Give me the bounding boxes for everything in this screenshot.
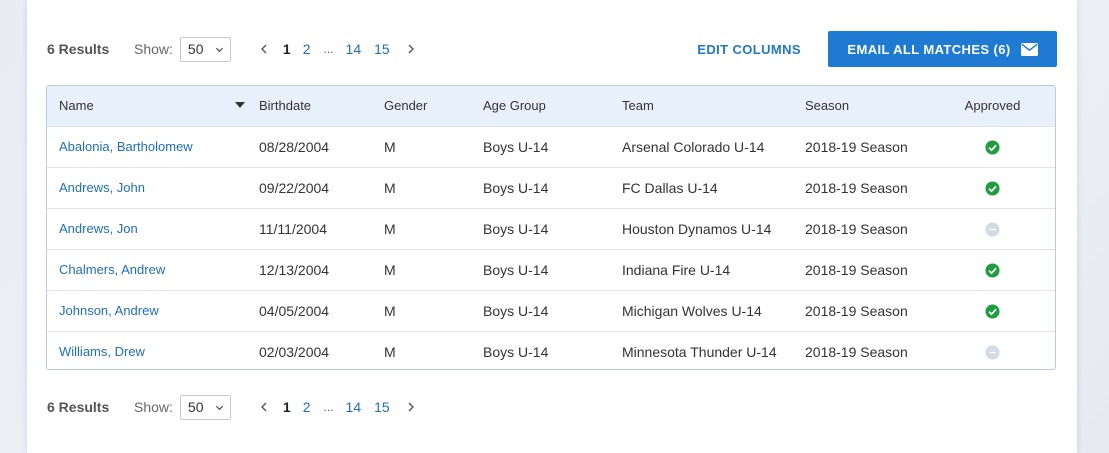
column-header-season[interactable]: Season xyxy=(805,86,930,127)
page-ellipsis: ... xyxy=(323,400,334,414)
season-cell: 2018-19 Season xyxy=(805,126,930,168)
gender-cell: M xyxy=(384,249,483,291)
check-circle-icon xyxy=(985,304,1000,319)
season-cell: 2018-19 Season xyxy=(805,208,930,250)
column-header-birthdate[interactable]: Birthdate xyxy=(259,86,384,127)
show-label: Show: xyxy=(134,41,173,57)
age-group-cell: Boys U-14 xyxy=(483,343,549,360)
team-cell: Houston Dynamos U-14 xyxy=(622,208,805,250)
page-size-value: 50 xyxy=(187,399,204,415)
approved-cell xyxy=(930,249,1055,291)
table-row[interactable]: Johnson, Andrew 04/05/2004 M Boys U-14 Michi… xyxy=(47,290,1055,332)
page-current[interactable]: 1 xyxy=(282,41,291,57)
page-link[interactable]: 14 xyxy=(345,41,362,57)
birthdate-cell: 02/03/2004 xyxy=(259,343,330,360)
top-toolbar: 6 Results Show: 50 1 2 ... 14 15 EDIT CO… xyxy=(47,31,1057,67)
results-card: 6 Results Show: 50 1 2 ... 14 15 EDIT CO… xyxy=(27,0,1077,453)
table-row[interactable]: Chalmers, Andrew 12/13/2004 M Boys U-14 Indi… xyxy=(47,249,1055,291)
next-page-chevron-right-icon[interactable] xyxy=(406,44,416,54)
team-cell: Minnesota Thunder U-14 xyxy=(622,343,777,360)
check-circle-icon xyxy=(985,181,1000,196)
season-cell: 2018-19 Season xyxy=(805,343,908,360)
season-cell: 2018-19 Season xyxy=(805,249,930,291)
envelope-icon xyxy=(1020,42,1038,56)
season-cell: 2018-19 Season xyxy=(805,290,930,332)
team-cell: Arsenal Colorado U-14 xyxy=(622,126,805,168)
age-group-cell: Boys U-14 xyxy=(483,249,622,291)
approved-cell xyxy=(930,290,1055,332)
page-size-select[interactable]: 50 xyxy=(179,394,231,420)
player-name-link[interactable]: Andrews, John xyxy=(47,167,259,209)
prev-page-chevron-left-icon[interactable] xyxy=(259,402,269,412)
check-circle-icon xyxy=(985,263,1000,278)
team-cell: FC Dallas U-14 xyxy=(622,167,805,209)
birthdate-cell: 04/05/2004 xyxy=(259,290,384,332)
results-count: 6 Results xyxy=(47,399,110,415)
birthdate-cell: 11/11/2004 xyxy=(259,208,384,250)
pending-circle-icon xyxy=(985,222,1000,237)
table-row[interactable]: Andrews, John 09/22/2004 M Boys U-14 FC Dall… xyxy=(47,167,1055,209)
pending-circle-icon xyxy=(985,345,1000,360)
pagination: 1 2 ... 14 15 xyxy=(259,399,416,415)
birthdate-cell: 12/13/2004 xyxy=(259,249,384,291)
page-link[interactable]: 2 xyxy=(302,41,311,57)
page-link[interactable]: 15 xyxy=(374,399,390,415)
player-name-link[interactable]: Chalmers, Andrew xyxy=(47,249,259,291)
table-body: Abalonia, Bartholomew 08/28/2004 M Boys U-1… xyxy=(47,126,1055,369)
season-cell: 2018-19 Season xyxy=(805,167,930,209)
page-size-select[interactable]: 50 xyxy=(179,36,231,62)
age-group-cell: Boys U-14 xyxy=(483,126,622,168)
gender-cell: M xyxy=(384,343,396,360)
age-group-cell: Boys U-14 xyxy=(483,290,622,332)
email-all-matches-button[interactable]: EMAIL ALL MATCHES (6) xyxy=(828,31,1057,67)
player-name-link[interactable]: Abalonia, Bartholomew xyxy=(47,126,259,168)
team-cell: Indiana Fire U-14 xyxy=(622,249,805,291)
gender-cell: M xyxy=(384,290,483,332)
table-row[interactable]: Andrews, Jon 11/11/2004 M Boys U-14 Houston … xyxy=(47,208,1055,250)
table-row[interactable]: Abalonia, Bartholomew 08/28/2004 M Boys U-1… xyxy=(47,126,1055,168)
chevron-down-icon xyxy=(215,405,224,410)
page-link[interactable]: 2 xyxy=(302,399,311,415)
show-label: Show: xyxy=(134,399,173,415)
table-header-row: Name Birthdate Gender Age Group Team Sea… xyxy=(47,86,1055,127)
player-name-link[interactable]: Andrews, Jon xyxy=(47,208,259,250)
approved-cell xyxy=(930,167,1055,209)
page-size-value: 50 xyxy=(187,41,204,57)
column-header-age-group[interactable]: Age Group xyxy=(483,86,622,127)
page-current[interactable]: 1 xyxy=(282,399,291,415)
page-link[interactable]: 14 xyxy=(345,399,362,415)
edit-columns-button[interactable]: EDIT COLUMNS xyxy=(697,41,801,57)
approved-cell xyxy=(930,126,1055,168)
age-group-cell: Boys U-14 xyxy=(483,208,622,250)
email-all-label: EMAIL ALL MATCHES (6) xyxy=(847,41,1011,57)
gender-cell: M xyxy=(384,208,483,250)
next-page-chevron-right-icon[interactable] xyxy=(406,402,416,412)
page-ellipsis: ... xyxy=(323,42,334,56)
approved-cell xyxy=(930,331,1055,369)
player-name-link[interactable]: Johnson, Andrew xyxy=(47,290,259,332)
birthdate-cell: 09/22/2004 xyxy=(259,167,384,209)
gender-cell: M xyxy=(384,167,483,209)
column-header-team[interactable]: Team xyxy=(622,86,805,127)
age-group-cell: Boys U-14 xyxy=(483,167,622,209)
sort-desc-icon[interactable] xyxy=(235,102,245,108)
chevron-down-icon xyxy=(215,47,224,52)
check-circle-icon xyxy=(985,140,1000,155)
approved-cell xyxy=(930,208,1055,250)
table-row[interactable]: Williams, Drew 02/03/2004 M Boys U-14 Minnes… xyxy=(47,331,1055,369)
column-header-name[interactable]: Name xyxy=(47,86,259,127)
prev-page-chevron-left-icon[interactable] xyxy=(259,44,269,54)
team-cell: Michigan Wolves U-14 xyxy=(622,290,805,332)
bottom-toolbar: 6 Results Show: 50 1 2 ... 14 15 xyxy=(47,389,1057,425)
birthdate-cell: 08/28/2004 xyxy=(259,126,384,168)
page-link[interactable]: 15 xyxy=(374,41,390,57)
column-header-gender[interactable]: Gender xyxy=(384,86,483,127)
pagination: 1 2 ... 14 15 xyxy=(259,41,416,57)
gender-cell: M xyxy=(384,126,483,168)
column-header-approved[interactable]: Approved xyxy=(930,86,1055,127)
results-count: 6 Results xyxy=(47,41,110,57)
players-table: Name Birthdate Gender Age Group Team Sea… xyxy=(46,85,1056,370)
player-name-link[interactable]: Williams, Drew xyxy=(59,344,145,360)
